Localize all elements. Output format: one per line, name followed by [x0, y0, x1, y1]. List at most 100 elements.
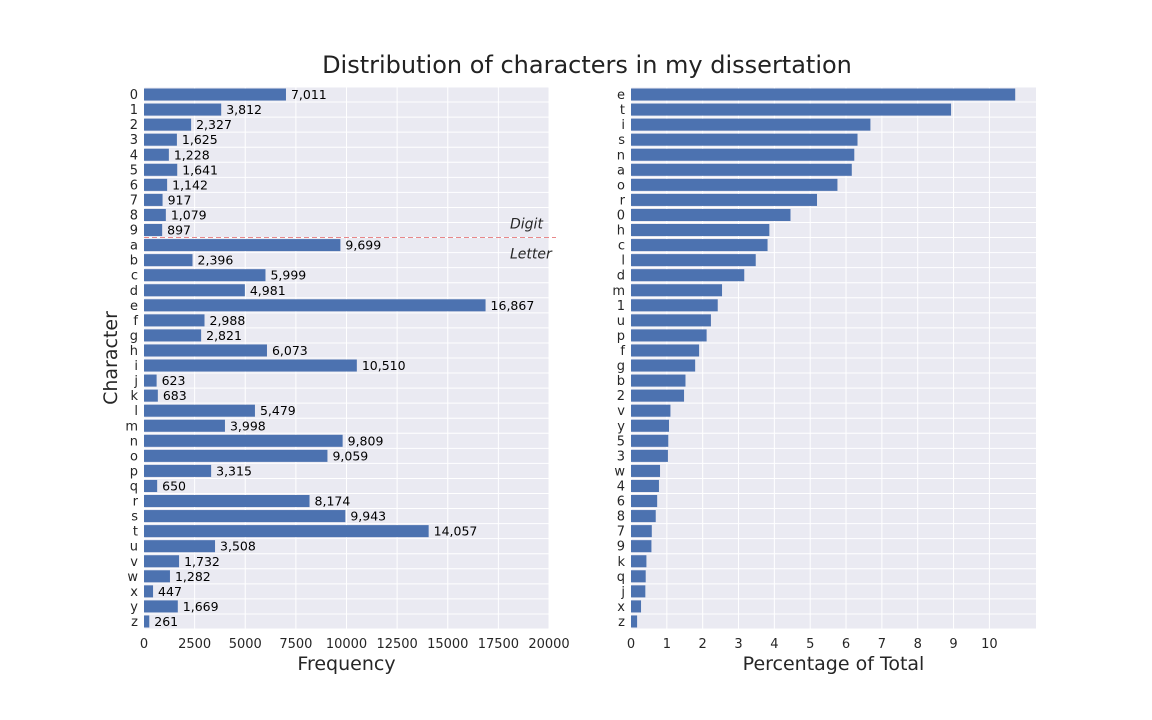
y-tick-label: 4 — [617, 479, 625, 494]
bar-g — [144, 329, 202, 342]
bar-7 — [144, 193, 163, 206]
data-label-o: 9,059 — [332, 448, 368, 463]
x-tick-label: 20000 — [528, 637, 569, 652]
x-tick-label: 10 — [981, 637, 998, 652]
data-label-y: 1,669 — [183, 599, 219, 614]
bar-0 — [144, 88, 286, 101]
bar-s — [144, 510, 346, 523]
y-tick-label: c — [618, 239, 625, 254]
bar-v — [631, 404, 671, 417]
y-tick-label: d — [130, 284, 138, 299]
bar-f — [631, 344, 700, 357]
y-tick-label: 8 — [130, 208, 138, 223]
y-tick-label: u — [617, 314, 625, 329]
data-label-5: 1,641 — [182, 162, 218, 177]
frequency-x-tick-labels: 0 2500 5000 7500 10000 12500 15000 17500 20000 — [140, 637, 570, 652]
bar-p — [144, 464, 212, 477]
bar-u — [144, 540, 216, 553]
x-tick-label: 12500 — [376, 637, 417, 652]
bar-2 — [144, 118, 192, 131]
bar-1 — [631, 299, 718, 312]
data-label-l: 5,479 — [260, 403, 296, 418]
data-label-3: 1,625 — [182, 132, 218, 147]
bar-i — [144, 359, 357, 372]
data-label-t: 14,057 — [434, 524, 478, 539]
data-label-d: 4,981 — [250, 283, 286, 298]
x-tick-label: 3 — [734, 637, 742, 652]
bar-d — [144, 284, 245, 297]
bar-y — [144, 600, 178, 613]
data-label-h: 6,073 — [272, 343, 308, 358]
bar-9 — [144, 224, 163, 237]
data-label-0: 7,011 — [291, 87, 327, 102]
data-label-w: 1,282 — [175, 569, 211, 584]
y-tick-label: 5 — [617, 434, 625, 449]
bar-d — [631, 269, 745, 282]
bar-c — [631, 239, 768, 252]
bar-6 — [631, 495, 658, 508]
frequency-chart: 7,0113,8122,3271,6251,2281,6411,1429171,… — [100, 86, 570, 675]
y-tick-label: v — [130, 555, 138, 570]
bar-m — [631, 284, 723, 297]
bar-6 — [144, 178, 168, 191]
x-tick-label: 5 — [806, 637, 814, 652]
bar-7 — [631, 525, 652, 538]
bar-s — [631, 133, 858, 146]
x-tick-label: 15000 — [427, 637, 468, 652]
y-tick-label: d — [617, 269, 625, 284]
y-tick-label: 9 — [130, 224, 138, 239]
y-tick-label: 2 — [130, 118, 138, 133]
y-tick-label: y — [130, 600, 138, 615]
x-tick-label: 0 — [627, 637, 635, 652]
y-tick-label: j — [620, 585, 625, 600]
y-tick-label: s — [618, 133, 625, 148]
y-tick-label: m — [612, 284, 625, 299]
data-label-g: 2,821 — [206, 328, 242, 343]
y-tick-label: t — [620, 103, 625, 118]
bar-m — [144, 419, 225, 432]
y-tick-label: 6 — [130, 178, 138, 193]
bar-2 — [631, 389, 685, 402]
y-tick-label: q — [617, 570, 625, 585]
data-label-9: 897 — [167, 223, 191, 238]
bar-t — [631, 103, 952, 116]
data-label-j: 623 — [162, 373, 186, 388]
data-label-x: 447 — [158, 584, 182, 599]
y-tick-label: 5 — [130, 163, 138, 178]
data-label-k: 683 — [163, 388, 187, 403]
bar-y — [631, 419, 669, 432]
bar-q — [144, 479, 158, 492]
bar-x — [144, 585, 154, 598]
data-label-s: 9,943 — [350, 509, 386, 524]
y-tick-label: n — [617, 148, 625, 163]
bar-i — [631, 118, 871, 131]
y-tick-label: 8 — [617, 510, 625, 525]
y-tick-label: 3 — [130, 133, 138, 148]
data-label-z: 261 — [154, 614, 178, 629]
y-tick-label: n — [130, 434, 138, 449]
x-tick-label: 5000 — [229, 637, 262, 652]
bar-o — [631, 178, 838, 191]
bar-n — [144, 434, 343, 447]
bar-v — [144, 555, 180, 568]
x-tick-label: 7 — [878, 637, 886, 652]
y-tick-label: o — [617, 178, 625, 193]
bar-3 — [144, 133, 177, 146]
data-label-n: 9,809 — [348, 433, 384, 448]
data-label-p: 3,315 — [216, 463, 252, 478]
y-tick-label: 1 — [130, 103, 138, 118]
data-label-u: 3,508 — [220, 539, 256, 554]
bar-z — [144, 615, 150, 628]
x-tick-label: 9 — [949, 637, 957, 652]
y-tick-label: w — [127, 570, 138, 585]
bar-h — [144, 344, 267, 357]
y-tick-label: h — [130, 344, 138, 359]
data-label-8: 1,079 — [171, 207, 207, 222]
frequency-data-labels: 7,0113,8122,3271,6251,2281,6411,1429171,… — [154, 87, 534, 629]
y-tick-label: x — [617, 600, 625, 615]
y-tick-label: f — [133, 314, 138, 329]
x-tick-label: 7500 — [279, 637, 312, 652]
x-tick-label: 6 — [842, 637, 850, 652]
y-tick-label: u — [130, 540, 138, 555]
